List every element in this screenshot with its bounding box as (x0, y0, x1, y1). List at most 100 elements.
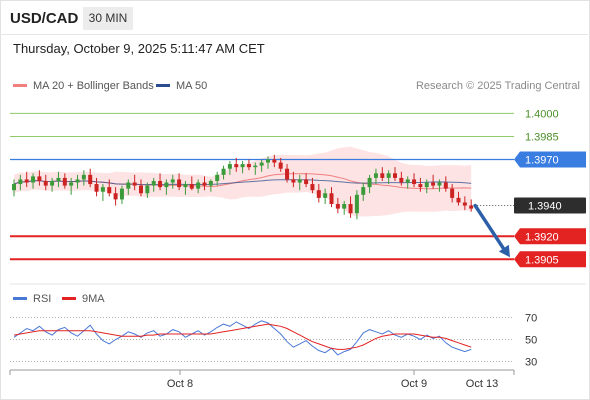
candle[interactable] (380, 167, 385, 181)
candle[interactable] (297, 174, 302, 191)
candle-body (323, 193, 328, 198)
candle[interactable] (399, 171, 404, 186)
candle[interactable] (164, 179, 169, 195)
candle-body (399, 177, 404, 183)
candle[interactable] (412, 173, 417, 188)
candle[interactable] (431, 174, 436, 189)
candle-body (139, 185, 143, 194)
candle[interactable] (202, 176, 207, 191)
candle[interactable] (323, 188, 328, 205)
candle[interactable] (221, 165, 226, 180)
candle[interactable] (278, 157, 283, 172)
candle[interactable] (69, 177, 74, 195)
candle[interactable] (119, 185, 124, 205)
timeframe-badge[interactable]: 30 MIN (83, 7, 133, 30)
candle[interactable] (393, 167, 397, 181)
candle[interactable] (177, 173, 182, 191)
candle[interactable] (462, 196, 467, 211)
candle[interactable] (196, 179, 201, 194)
candle[interactable] (386, 170, 391, 185)
candle[interactable] (272, 154, 277, 168)
candle[interactable] (234, 157, 239, 172)
chart-header: USD/CAD 30 MIN (0, 0, 588, 35)
candle[interactable] (183, 180, 188, 195)
candle-body (443, 182, 448, 189)
candle-body (316, 190, 321, 198)
candle[interactable] (189, 176, 194, 191)
candle[interactable] (50, 177, 55, 192)
candle[interactable] (335, 197, 340, 214)
candle[interactable] (367, 174, 372, 194)
candle[interactable] (424, 179, 429, 194)
time-tick-label: Oct 8 (167, 378, 193, 390)
candle[interactable] (253, 162, 258, 175)
candle[interactable] (450, 184, 455, 203)
price-label-box (514, 251, 586, 268)
candle[interactable] (37, 170, 42, 186)
candle[interactable] (75, 174, 80, 189)
candle[interactable] (316, 184, 321, 203)
legend-rsi-ma-label: 9MA (82, 293, 105, 305)
candle[interactable] (469, 199, 474, 212)
candle[interactable] (285, 164, 290, 183)
candle[interactable] (62, 173, 67, 189)
candle-body (50, 180, 55, 186)
candle[interactable] (94, 177, 99, 197)
candle-body (113, 193, 118, 200)
candle-body (246, 164, 251, 168)
candle[interactable] (113, 187, 118, 206)
candle[interactable] (259, 159, 264, 172)
candle-body (145, 185, 150, 194)
candle[interactable] (170, 174, 175, 189)
candle[interactable] (354, 190, 359, 220)
candle[interactable] (139, 179, 143, 197)
candle[interactable] (81, 170, 86, 186)
candle[interactable] (342, 200, 347, 215)
candle[interactable] (373, 168, 378, 185)
candle[interactable] (405, 176, 410, 189)
candle-body (208, 180, 213, 186)
candle[interactable] (266, 156, 270, 169)
candle[interactable] (310, 177, 315, 194)
legend-ma50-label: MA 50 (176, 80, 208, 92)
candle[interactable] (100, 184, 105, 201)
rsi-ma-swatch-icon (62, 296, 76, 300)
candle-body (88, 174, 93, 185)
candle-body (132, 182, 137, 186)
candle[interactable] (24, 171, 29, 188)
candle[interactable] (126, 179, 131, 195)
candle[interactable] (304, 173, 309, 188)
price-label-text: 1.3985 (525, 131, 559, 143)
candle[interactable] (348, 196, 353, 218)
candle[interactable] (158, 173, 163, 191)
candle[interactable] (215, 171, 220, 186)
candle[interactable] (246, 159, 251, 171)
candle-body (285, 168, 290, 180)
time-tick-label: Oct 13 (466, 378, 498, 390)
candle-body (94, 184, 99, 192)
candle[interactable] (329, 187, 334, 208)
candle[interactable] (291, 171, 296, 188)
candle[interactable] (208, 179, 213, 192)
candle[interactable] (227, 161, 232, 175)
candle[interactable] (18, 174, 23, 191)
candle[interactable] (145, 182, 150, 198)
candle[interactable] (240, 161, 245, 174)
candle[interactable] (456, 191, 461, 206)
candle-body (221, 168, 226, 175)
candle[interactable] (12, 179, 16, 197)
candle[interactable] (31, 173, 36, 189)
candle[interactable] (107, 179, 112, 197)
candle[interactable] (56, 171, 61, 188)
candle[interactable] (437, 179, 442, 192)
candle[interactable] (88, 168, 93, 188)
candle[interactable] (151, 177, 156, 192)
price-label-2: 1.3970 (514, 151, 586, 168)
candle[interactable] (43, 174, 48, 191)
candle[interactable] (418, 177, 423, 192)
candle[interactable] (443, 176, 448, 192)
candle-body (183, 184, 188, 188)
candle[interactable] (361, 182, 366, 201)
candle[interactable] (132, 174, 137, 191)
